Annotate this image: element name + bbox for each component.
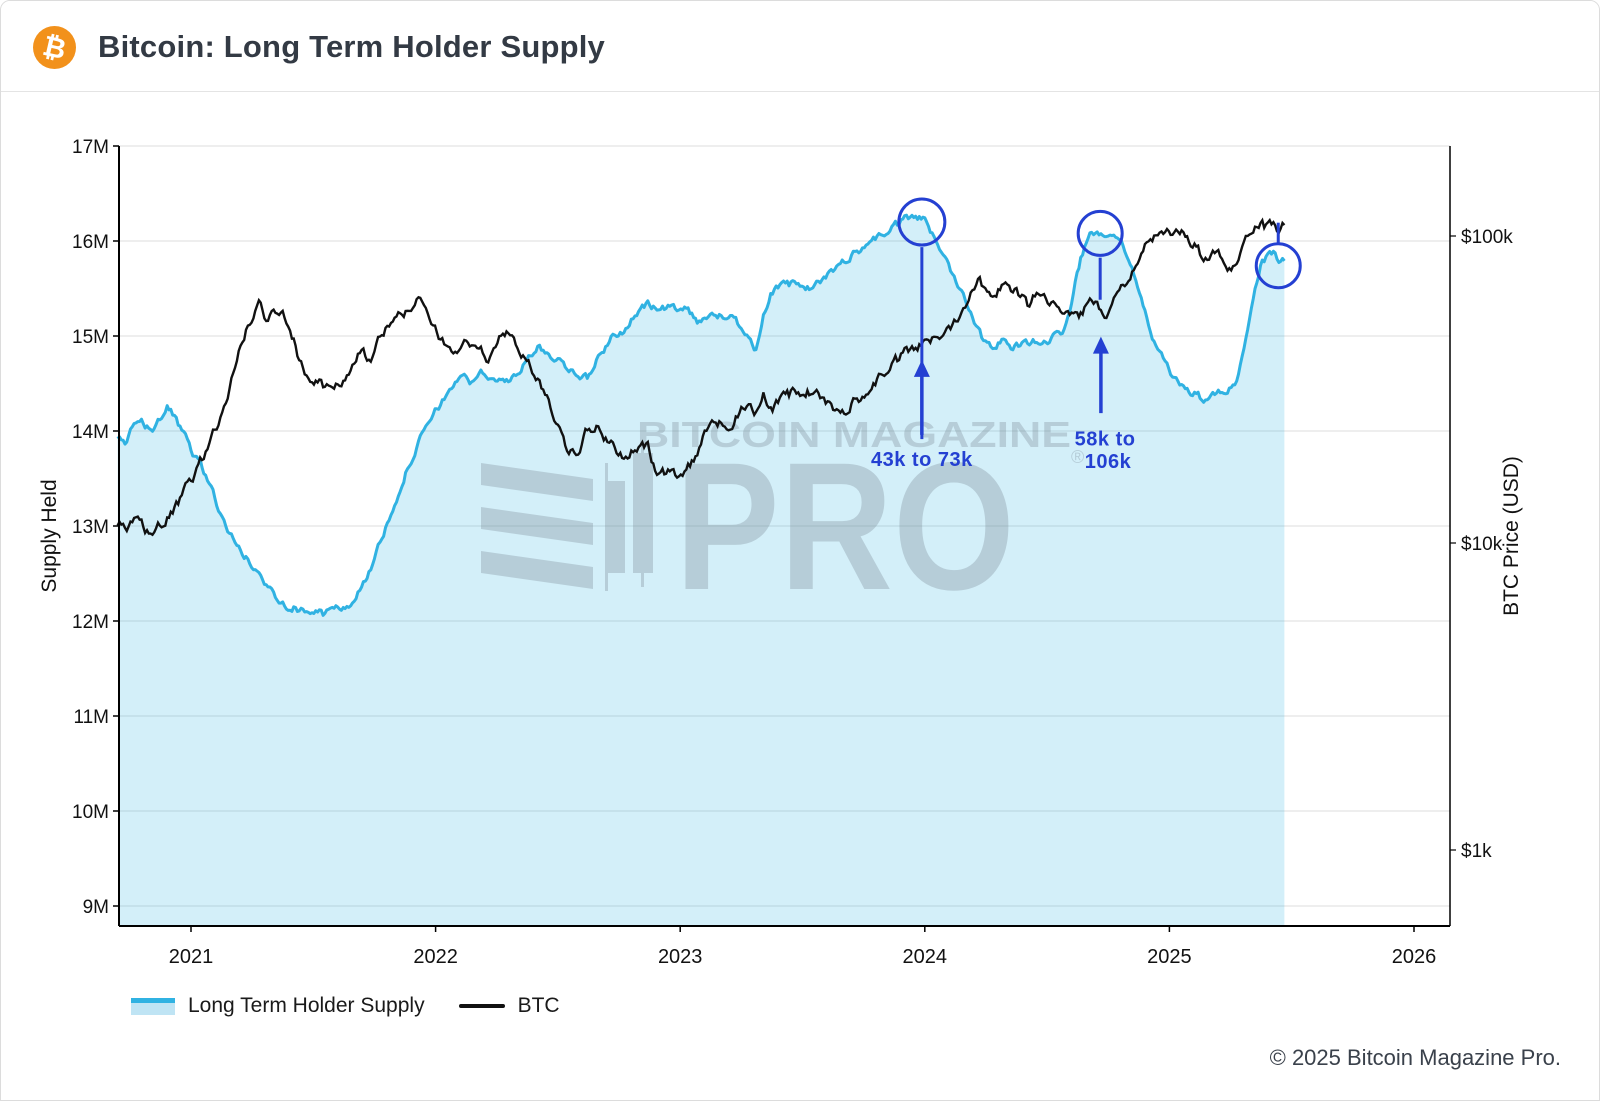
left-axis-tick-label: 15M xyxy=(72,327,109,348)
right-axis-tick-label: $100k xyxy=(1461,227,1513,248)
right-axis-title: BTC Price (USD) xyxy=(1500,456,1523,616)
annotation-label: 106k xyxy=(1085,451,1132,473)
watermark-registered-icon: ® xyxy=(1071,447,1084,467)
annotation-label: 43k to 73k xyxy=(871,449,973,471)
x-axis-tick-label: 2024 xyxy=(903,946,948,968)
left-axis-tick-label: 11M xyxy=(73,707,109,728)
legend-label: Long Term Holder Supply xyxy=(188,994,425,1017)
annotation-circle xyxy=(1076,209,1124,257)
x-axis-tick-label: 2023 xyxy=(658,946,703,968)
legend-item-long-term-holder-supply[interactable]: Long Term Holder Supply xyxy=(131,994,425,1018)
annotation-arrow-head xyxy=(1092,336,1109,354)
left-axis-tick-label: 17M xyxy=(72,137,109,158)
gridlines xyxy=(119,145,1450,907)
supply-series-swatch xyxy=(131,997,175,1015)
right-axis-tick-label: $10k xyxy=(1461,534,1503,555)
copyright-text: © 2025 Bitcoin Magazine Pro. xyxy=(1269,1045,1561,1070)
btc-series-swatch xyxy=(458,1004,505,1008)
watermark-title: BITCOIN MAGAZINE xyxy=(637,414,1071,455)
watermark-bars-icon xyxy=(481,437,653,591)
annotation-circle xyxy=(897,197,947,247)
bitcoin-magazine-pro-watermark: BITCOIN MAGAZINE ® PRO xyxy=(481,414,1084,628)
left-axis-tick-label: 10M xyxy=(72,802,109,823)
legend-item-btc[interactable]: BTC xyxy=(458,994,560,1018)
annotation-arrow-head xyxy=(913,359,930,377)
watermark-pro: PRO xyxy=(675,424,1015,628)
supply-area xyxy=(117,215,1285,926)
x-axis-tick-label: 2021 xyxy=(169,946,214,968)
right-axis-tick-label: $1k xyxy=(1461,841,1492,862)
bitcoin-icon: ₿ xyxy=(33,26,76,69)
x-axis-tick-label: 2026 xyxy=(1392,946,1437,968)
left-axis-tick-label: 13M xyxy=(72,517,109,538)
bitcoin-glyph: ₿ xyxy=(39,29,70,65)
chart-legend: Long Term Holder Supply BTC xyxy=(131,994,560,1018)
legend-label: BTC xyxy=(517,994,560,1017)
supply-area-fill xyxy=(117,215,1285,926)
annotation-circle xyxy=(1254,242,1302,290)
annotation-label: 58k to xyxy=(1075,428,1136,450)
series-lines xyxy=(116,213,1286,617)
header: ₿ Bitcoin: Long Term Holder Supply xyxy=(1,1,1599,92)
x-axis-tick-label: 2022 xyxy=(413,946,458,968)
page-title: Bitcoin: Long Term Holder Supply xyxy=(98,29,605,64)
btc-price-line xyxy=(116,217,1286,537)
annotation-dec-2023-peak: 43k to 73k xyxy=(871,197,973,471)
left-axis-tick-label: 16M xyxy=(72,232,109,253)
annotation-mid-2025-dip xyxy=(1254,222,1302,290)
supply-line xyxy=(116,213,1286,617)
left-axis-tick-label: 14M xyxy=(72,422,109,443)
axes: 17M 16M 15M 14M 13M 12M 11M 10M 9M $100k $10k $1k 20… xyxy=(72,137,1513,968)
left-axis-title: Supply Held xyxy=(38,479,61,592)
x-axis-tick-label: 2025 xyxy=(1147,946,1192,968)
left-axis-tick-label: 9M xyxy=(83,897,109,918)
left-axis-tick-label: 12M xyxy=(72,612,109,633)
